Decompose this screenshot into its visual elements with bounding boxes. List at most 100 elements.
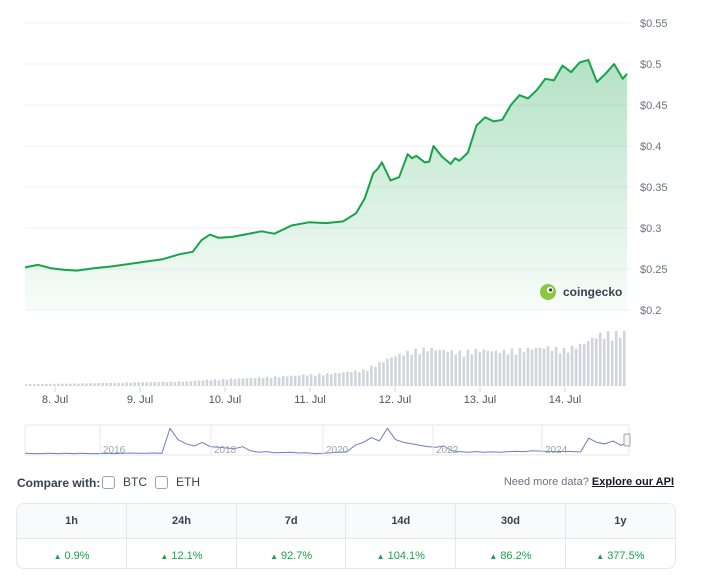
period-header: 30d bbox=[455, 504, 566, 539]
volume-bar bbox=[197, 380, 201, 386]
volume-bar bbox=[386, 358, 389, 386]
volume-bar bbox=[297, 375, 301, 386]
y-tick-label: $0.5 bbox=[640, 59, 661, 71]
compare-eth-checkbox[interactable]: ETH bbox=[155, 475, 200, 489]
navigator-line bbox=[24, 427, 630, 455]
volume-bar bbox=[65, 383, 68, 386]
checkbox-box[interactable] bbox=[102, 475, 115, 489]
volume-bar bbox=[109, 382, 112, 386]
volume-bar bbox=[285, 376, 289, 386]
volume-bar bbox=[89, 383, 92, 386]
volume-bar bbox=[470, 354, 474, 386]
volume-bar bbox=[566, 352, 570, 386]
volume-bar bbox=[590, 337, 594, 386]
explore-api-link[interactable]: Explore our API bbox=[591, 476, 674, 488]
volume-bar bbox=[121, 383, 124, 386]
volume-bar bbox=[165, 382, 169, 386]
y-tick-label: $0.35 bbox=[640, 182, 668, 194]
volume-bar bbox=[125, 382, 128, 386]
volume-bar bbox=[97, 383, 100, 386]
volume-bar bbox=[221, 378, 225, 386]
y-tick-label: $0.45 bbox=[640, 100, 668, 112]
volume-bar bbox=[450, 350, 453, 386]
volume-bar bbox=[522, 352, 526, 386]
up-triangle-icon: ▲ bbox=[489, 551, 498, 561]
range-navigator[interactable]: 2016 2018 2020 2022 2024 bbox=[24, 424, 631, 456]
change-value: 0.9% bbox=[64, 549, 90, 562]
volume-bar bbox=[619, 337, 622, 386]
period-header: 14d bbox=[345, 504, 457, 539]
volume-bar bbox=[466, 349, 470, 386]
volume-bar bbox=[289, 375, 293, 386]
volume-bar bbox=[45, 383, 48, 386]
volume-bar bbox=[610, 340, 614, 386]
volume-bar bbox=[402, 355, 405, 386]
volume-bar bbox=[474, 348, 478, 386]
y-tick-label: $0.2 bbox=[640, 305, 661, 317]
volume-bar bbox=[209, 380, 213, 386]
change-value: 104.1% bbox=[387, 549, 425, 562]
volume-bar bbox=[418, 354, 421, 386]
x-tick-label: 9. Jul bbox=[127, 394, 153, 406]
volume-bar bbox=[326, 373, 329, 386]
volume-bar bbox=[506, 354, 510, 386]
navigator-year-label: 2020 bbox=[326, 445, 349, 456]
volume-bar bbox=[273, 376, 277, 386]
change-cell: ▲ 104.1% bbox=[345, 538, 457, 568]
price-chart[interactable]: $0.2 $0.25 $0.3 $0.35 $0.4 $0.45 $0.5 $0.55 8. J… bbox=[0, 0, 709, 470]
volume-bar bbox=[157, 382, 160, 386]
navigator-year-label: 2018 bbox=[214, 445, 237, 456]
volume-bar bbox=[253, 378, 257, 386]
volume-bar bbox=[117, 382, 120, 386]
volume-bar bbox=[486, 351, 490, 386]
volume-bar bbox=[554, 346, 558, 386]
volume-bar bbox=[177, 381, 181, 386]
volume-bar bbox=[281, 376, 285, 386]
volume-bar bbox=[189, 381, 193, 386]
price-series bbox=[24, 58, 628, 311]
volume-bar bbox=[546, 346, 550, 386]
volume-bar bbox=[153, 382, 156, 386]
y-tick-label: $0.55 bbox=[640, 18, 668, 30]
performance-table: 1h 24h 7d 14d 30d 1y ▲ 0.9% ▲ 12.1% ▲ 92.7%… bbox=[16, 503, 676, 569]
coingecko-logo: coingecko bbox=[540, 284, 622, 300]
volume-bar bbox=[314, 375, 317, 386]
volume-bar bbox=[582, 343, 586, 386]
volume-bar bbox=[370, 365, 373, 386]
compare-row: Compare with: BTC ETH Need more data? Ex… bbox=[17, 474, 677, 492]
y-tick-label: $0.4 bbox=[640, 141, 661, 153]
volume-bar bbox=[57, 383, 60, 386]
volume-bar bbox=[81, 383, 84, 386]
checkbox-box[interactable] bbox=[155, 475, 168, 489]
change-value: 92.7% bbox=[281, 549, 313, 562]
volume-series bbox=[25, 330, 626, 386]
change-value: 86.2% bbox=[500, 549, 532, 562]
volume-bar bbox=[574, 348, 578, 386]
x-tick-label: 13. Jul bbox=[464, 394, 496, 406]
compare-label: Compare with: bbox=[17, 476, 101, 490]
compare-btc-checkbox[interactable]: BTC bbox=[102, 475, 147, 489]
volume-bar bbox=[366, 370, 369, 386]
volume-bar bbox=[37, 383, 40, 386]
volume-bar bbox=[594, 338, 598, 386]
volume-bar bbox=[141, 382, 144, 386]
volume-bar bbox=[277, 377, 281, 386]
volume-bar bbox=[53, 383, 56, 386]
volume-bar bbox=[502, 349, 506, 386]
volume-bar bbox=[105, 383, 108, 386]
volume-bar bbox=[346, 371, 349, 386]
volume-bar bbox=[542, 348, 546, 386]
compare-eth-label: ETH bbox=[176, 475, 200, 489]
volume-bar bbox=[322, 375, 325, 386]
volume-bar bbox=[29, 383, 32, 386]
volume-bar bbox=[518, 348, 522, 386]
volume-bar bbox=[534, 347, 538, 386]
volume-bar bbox=[442, 350, 445, 386]
volume-bar bbox=[257, 377, 261, 386]
api-prefix: Need more data? bbox=[503, 476, 589, 488]
volume-bar bbox=[510, 348, 514, 386]
volume-bar bbox=[578, 344, 582, 386]
volume-bar bbox=[606, 331, 610, 386]
change-value: 377.5% bbox=[607, 549, 645, 562]
volume-bar bbox=[49, 383, 52, 386]
